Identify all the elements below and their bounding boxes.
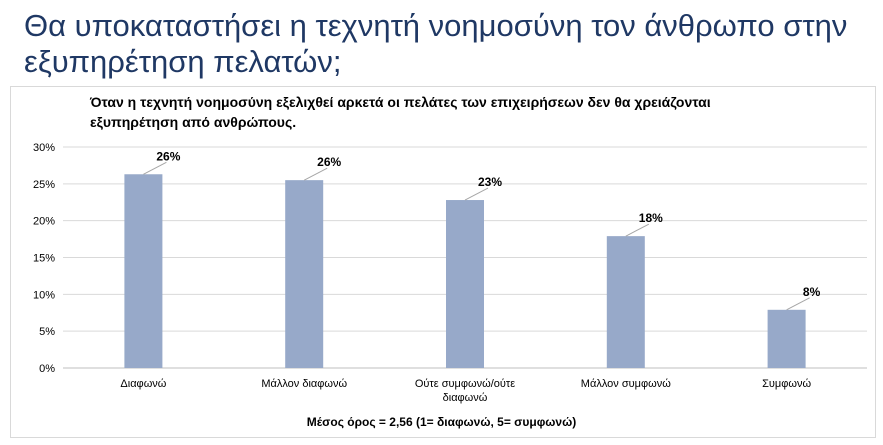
category-label: Μάλλον διαφωνώ [261,378,347,390]
chart-footnote: Μέσος όρος = 2,56 (1= διαφωνώ, 5= συμφων… [306,415,577,429]
bar [124,174,163,368]
bar [767,309,806,368]
category-label: Διαφωνώ [120,378,166,390]
data-label: 26% [156,149,180,163]
leader-line [786,297,810,311]
chart-title: Όταν η τεχνητή νοημοσύνη εξελιχθεί αρκετ… [90,94,711,130]
category-label: διαφωνώ [443,392,488,404]
leader-line [303,167,328,181]
category-label: Ούτε συμφωνώ/ούτε [415,378,515,390]
y-tick-label: 30% [33,142,55,154]
y-tick-label: 10% [33,289,55,301]
bar [606,236,645,368]
bar [446,200,484,368]
y-tick-label: 0% [39,363,55,375]
data-label: 23% [478,175,502,189]
data-label: 8% [803,285,821,299]
leader-line [143,161,167,175]
y-tick-label: 20% [33,216,55,228]
y-tick-label: 15% [33,253,55,265]
data-label: 26% [317,155,341,169]
category-label: Συμφωνώ [762,378,811,390]
y-tick-label: 5% [39,326,55,338]
category-label: Μάλλον συμφωνώ [581,378,671,390]
slide-title: Θα υποκαταστήσει η τεχνητή νοημοσύνη τον… [24,8,848,79]
leader-line [464,187,489,201]
bar [285,180,324,368]
y-tick-label: 25% [33,179,55,191]
data-label: 18% [639,211,663,225]
leader-line [625,223,650,237]
